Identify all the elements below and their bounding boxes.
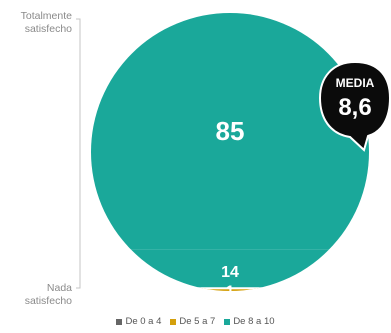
legend-item-de-8-a-10: De 8 a 10 bbox=[224, 316, 275, 327]
segment-de-8-a-10 bbox=[91, 13, 369, 250]
media-badge: MEDIA 8,6 bbox=[318, 60, 391, 152]
scale-bottom-line-2: satisfecho bbox=[24, 295, 72, 307]
scale-bottom-line-1: Nada bbox=[46, 282, 72, 294]
legend-swatch bbox=[116, 318, 123, 325]
legend-label: De 0 a 4 bbox=[125, 316, 162, 327]
media-badge-value: 8,6 bbox=[338, 94, 371, 121]
segment-label-de-8-a-10: 85 bbox=[216, 116, 245, 146]
media-badge-shape bbox=[318, 60, 391, 152]
legend-item-de-5-a-7: De 5 a 7 bbox=[170, 316, 215, 327]
chart-legend: De 0 a 4 De 5 a 7 De 8 a 10 bbox=[0, 316, 391, 327]
scale-bottom-label: Nada satisfecho bbox=[2, 282, 72, 308]
scale-bracket bbox=[76, 18, 81, 289]
satisfaction-chart: 1 14 85 MEDIA 8,6 bbox=[76, 13, 391, 299]
legend-swatch bbox=[170, 318, 177, 325]
segment-labels: 1 14 85 bbox=[216, 116, 245, 299]
circle-segments bbox=[91, 13, 369, 291]
legend-swatch bbox=[224, 318, 231, 325]
segment-label-de-0-a-4: 1 bbox=[226, 283, 234, 300]
legend-label: De 5 a 7 bbox=[179, 316, 216, 327]
media-badge-label: MEDIA bbox=[336, 76, 375, 90]
scale-top-line-2: satisfecho bbox=[24, 23, 72, 35]
legend-item-de-0-a-4: De 0 a 4 bbox=[116, 316, 161, 327]
legend-label: De 8 a 10 bbox=[233, 316, 275, 327]
segment-de-0-a-4 bbox=[91, 288, 369, 291]
scale-top-line-1: Totalmente bbox=[20, 10, 72, 22]
segment-label-de-5-a-7: 14 bbox=[221, 264, 239, 281]
scale-top-label: Totalmente satisfecho bbox=[2, 10, 72, 36]
